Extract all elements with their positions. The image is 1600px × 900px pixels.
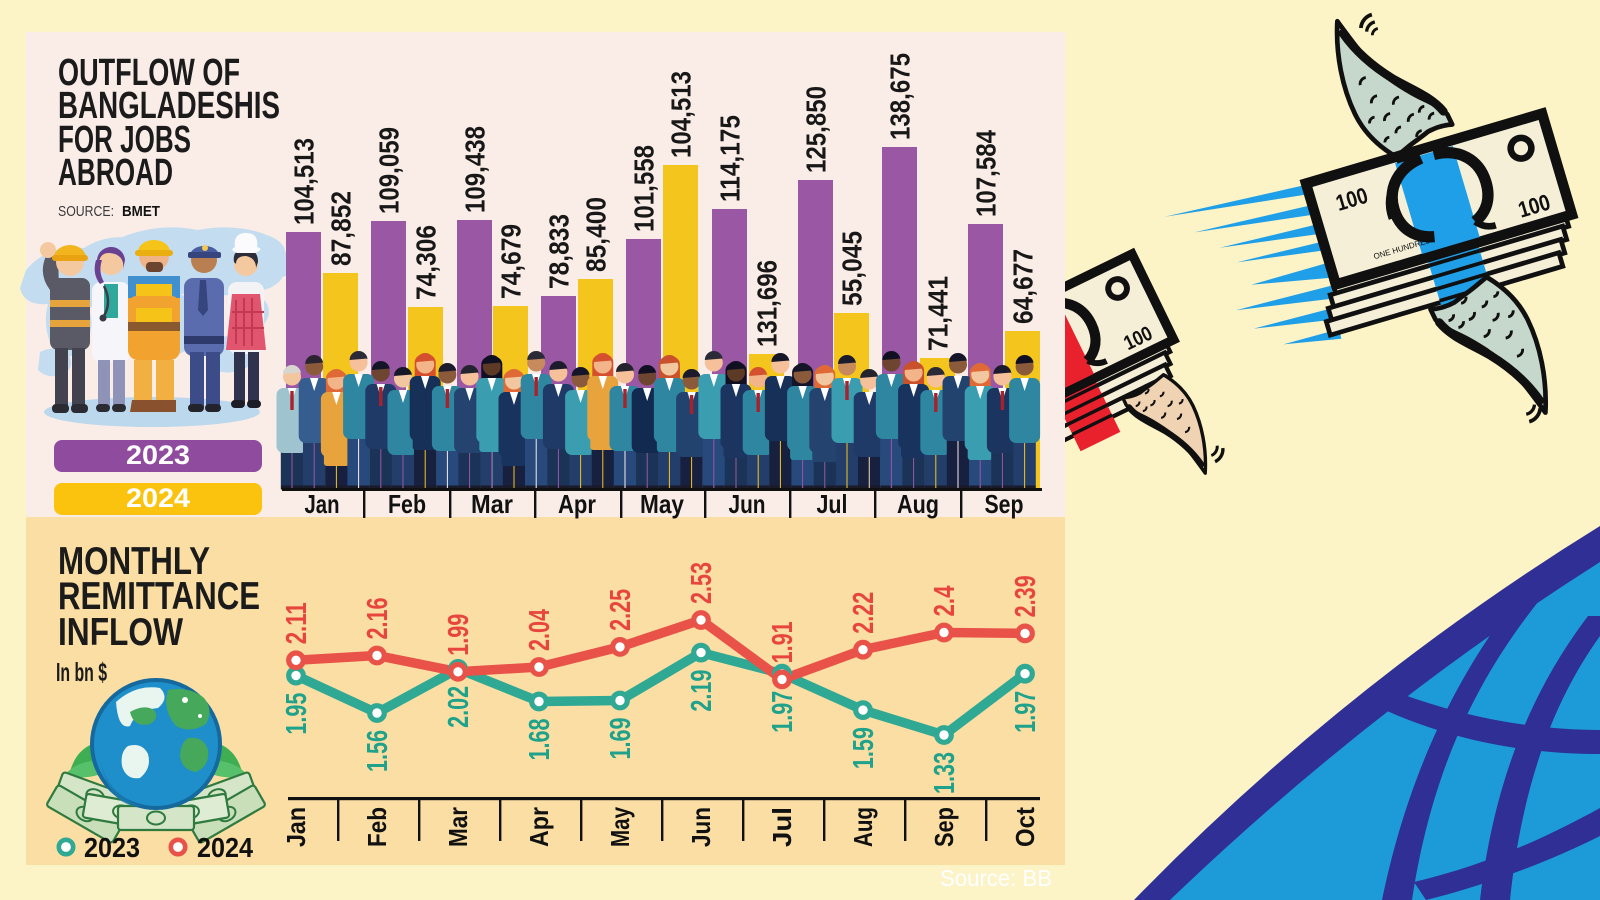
svg-text:2.04: 2.04: [524, 609, 556, 651]
svg-text:1.56: 1.56: [362, 730, 394, 772]
svg-text:BANGLADESHIS: BANGLADESHIS: [58, 85, 280, 127]
svg-text:55,045: 55,045: [837, 231, 868, 306]
svg-text:74,679: 74,679: [496, 224, 527, 299]
svg-text:2023: 2023: [126, 440, 190, 470]
svg-text:Feb: Feb: [362, 807, 392, 847]
svg-text:1.69: 1.69: [605, 718, 637, 760]
svg-text:2.22: 2.22: [848, 592, 880, 634]
svg-text:109,059: 109,059: [374, 127, 405, 214]
svg-text:Feb: Feb: [388, 489, 426, 519]
svg-text:131,696: 131,696: [752, 260, 783, 347]
svg-text:125,850: 125,850: [801, 86, 832, 173]
svg-text:1.97: 1.97: [1010, 691, 1042, 733]
svg-text:2024: 2024: [126, 483, 190, 513]
svg-text:2.39: 2.39: [1010, 575, 1042, 617]
svg-text:2.02: 2.02: [443, 686, 475, 728]
svg-text:1.68: 1.68: [524, 719, 556, 761]
svg-text:2023: 2023: [84, 832, 140, 863]
svg-text:Jan: Jan: [305, 489, 340, 519]
svg-text:87,852: 87,852: [326, 191, 357, 266]
svg-text:Sep: Sep: [929, 807, 959, 847]
svg-text:104,513: 104,513: [289, 138, 320, 225]
svg-text:2.11: 2.11: [281, 602, 313, 644]
svg-text:1.97: 1.97: [767, 691, 799, 733]
svg-text:ABROAD: ABROAD: [58, 152, 173, 194]
svg-text:Mar: Mar: [471, 489, 513, 519]
svg-text:Jul: Jul: [767, 807, 797, 847]
svg-text:64,677: 64,677: [1008, 249, 1039, 324]
svg-text:1.99: 1.99: [443, 614, 475, 656]
svg-text:Oct: Oct: [1010, 807, 1040, 847]
svg-text:Apr: Apr: [524, 807, 554, 847]
svg-text:Source: BB: Source: BB: [940, 865, 1052, 891]
svg-text:71,441: 71,441: [923, 276, 954, 351]
svg-text:BMET: BMET: [122, 204, 160, 220]
svg-text:May: May: [640, 489, 684, 519]
svg-text:Aug: Aug: [848, 807, 878, 847]
svg-text:74,306: 74,306: [411, 225, 442, 300]
svg-text:FOR JOBS: FOR JOBS: [58, 119, 191, 161]
svg-text:2.53: 2.53: [686, 562, 718, 604]
svg-text:2.25: 2.25: [605, 589, 637, 631]
svg-text:138,675: 138,675: [885, 53, 916, 140]
svg-text:1.91: 1.91: [767, 621, 799, 663]
svg-text:101,558: 101,558: [629, 145, 660, 232]
svg-text:2.19: 2.19: [686, 670, 718, 712]
svg-text:114,175: 114,175: [715, 115, 746, 202]
svg-text:Jul: Jul: [817, 489, 848, 519]
svg-text:107,584: 107,584: [971, 130, 1002, 217]
svg-text:MONTHLY: MONTHLY: [58, 540, 210, 583]
svg-text:109,438: 109,438: [460, 126, 491, 213]
svg-text:Jun: Jun: [686, 807, 716, 847]
svg-text:Jun: Jun: [729, 489, 766, 519]
svg-text:2024: 2024: [197, 832, 253, 863]
svg-text:1.95: 1.95: [281, 693, 313, 735]
svg-text:Mar: Mar: [443, 807, 473, 847]
svg-text:In bn $: In bn $: [56, 657, 107, 687]
svg-text:1.59: 1.59: [848, 727, 880, 769]
svg-text:INFLOW: INFLOW: [58, 611, 183, 654]
svg-text:2.4: 2.4: [929, 586, 961, 617]
svg-text:May: May: [605, 807, 635, 847]
svg-text:85,400: 85,400: [581, 197, 612, 272]
svg-text:104,513: 104,513: [666, 71, 697, 158]
svg-text:REMITTANCE: REMITTANCE: [58, 575, 260, 618]
svg-text:OUTFLOW OF: OUTFLOW OF: [58, 52, 240, 94]
svg-text:SOURCE:: SOURCE:: [58, 204, 114, 220]
svg-text:2.16: 2.16: [362, 598, 394, 640]
svg-text:Sep: Sep: [985, 489, 1024, 519]
svg-text:Aug: Aug: [897, 489, 939, 519]
svg-text:78,833: 78,833: [544, 214, 575, 289]
svg-text:Jan: Jan: [281, 807, 311, 847]
svg-text:1.33: 1.33: [929, 752, 961, 794]
svg-text:Apr: Apr: [558, 489, 596, 519]
